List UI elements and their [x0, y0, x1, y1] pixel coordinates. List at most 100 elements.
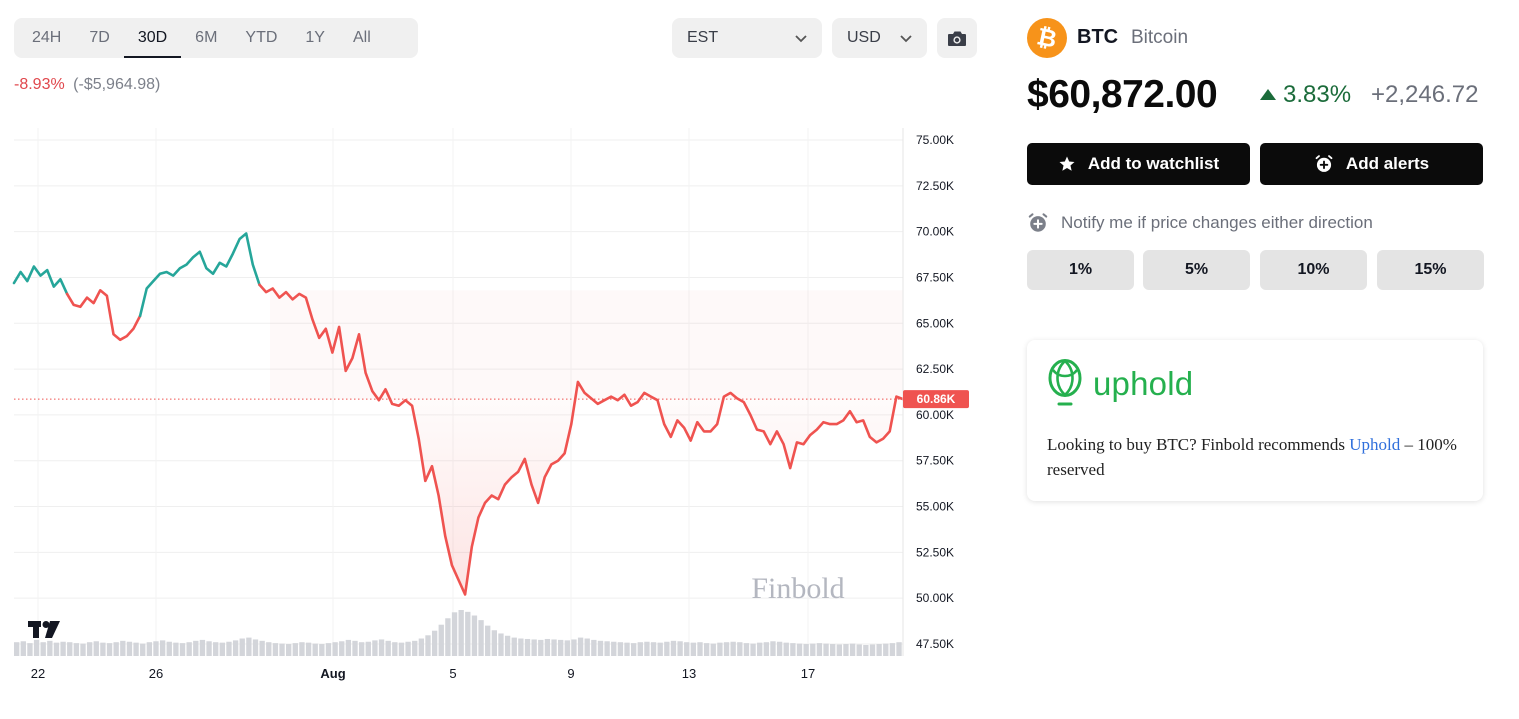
uphold-wordmark: uphold — [1093, 365, 1194, 402]
volume-bar — [571, 639, 577, 656]
volume-bar — [20, 641, 26, 656]
volume-bar — [418, 638, 425, 656]
y-tick-label: 57.50K — [916, 454, 954, 468]
volume-bar — [120, 640, 126, 656]
price-change-absolute: +2,246.72 — [1371, 81, 1479, 108]
watermark-text: Finbold — [751, 572, 844, 605]
notify-1-percent-button[interactable]: 1% — [1027, 250, 1134, 290]
volume-bar — [385, 640, 391, 656]
notify-10-percent-button[interactable]: 10% — [1260, 250, 1367, 290]
volume-bar — [431, 630, 438, 656]
price-line-segment — [65, 289, 142, 342]
volume-bar — [810, 643, 816, 656]
notify-5-percent-button[interactable]: 5% — [1143, 250, 1250, 290]
coin-name: Bitcoin — [1131, 27, 1189, 48]
y-tick-label: 75.00K — [916, 133, 954, 147]
period-change: -8.93% (-$5,964.98) — [14, 76, 160, 94]
volume-bar — [133, 642, 139, 656]
tab-1y[interactable]: 1Y — [305, 29, 325, 46]
add-alerts-button[interactable]: Add alerts — [1260, 143, 1483, 185]
notify-row: Notify me if price changes either direct… — [1027, 212, 1373, 234]
volume-bar — [743, 643, 750, 656]
volume-bar — [272, 643, 279, 656]
volume-bar — [239, 638, 245, 656]
volume-bar — [378, 639, 385, 656]
price-chart[interactable]: 75.00K 72.50K 70.00K 67.50K 65.00K 62.50K 60.0… — [0, 120, 1000, 700]
volume-bar — [703, 643, 710, 656]
volume-bar — [286, 644, 292, 656]
volume-bar — [604, 641, 610, 656]
price-badge-bg — [903, 390, 969, 409]
volume-bar — [644, 641, 650, 656]
price-line-segment — [138, 232, 261, 318]
promo-text: Looking to buy BTC? Finbold recommends U… — [1047, 432, 1467, 482]
volume-bar — [358, 642, 365, 656]
current-price: $60,872.00 — [1027, 73, 1218, 116]
volume-bar — [498, 633, 504, 656]
volume-bar — [412, 640, 418, 656]
y-tick-label: 60.00K — [916, 408, 954, 422]
volume-bar — [40, 642, 46, 656]
volume-bar — [47, 640, 53, 656]
arrow-up-icon — [1260, 89, 1276, 100]
price-label-badge: 60.86K — [903, 390, 969, 409]
volume-bar — [405, 641, 411, 656]
tab-24h[interactable]: 24H — [32, 29, 62, 46]
volume-bar — [677, 641, 683, 656]
tab-all[interactable]: All — [352, 29, 371, 46]
x-tick-label: 26 — [149, 666, 163, 681]
volume-bar — [849, 643, 856, 656]
tab-30d[interactable]: 30D — [123, 18, 182, 58]
add-to-watchlist-button[interactable]: Add to watchlist — [1027, 143, 1250, 185]
volume-bar — [93, 641, 99, 656]
y-tick-label: 50.00K — [916, 591, 954, 605]
volume-bar — [478, 620, 484, 656]
currency-dropdown[interactable]: USD — [832, 18, 927, 58]
volume-bar — [630, 643, 637, 656]
price-line-segment — [258, 283, 905, 596]
tab-ytd[interactable]: YTD — [245, 29, 278, 46]
volume-bar — [684, 642, 690, 656]
uphold-logo[interactable]: uphold — [1047, 358, 1193, 410]
volume-bar — [518, 638, 524, 656]
volume-bar — [193, 640, 199, 656]
notify-15-percent-button[interactable]: 15% — [1377, 250, 1484, 290]
volume-bar — [226, 641, 232, 656]
x-tick-label: 13 — [682, 666, 696, 681]
screenshot-button[interactable] — [937, 18, 977, 58]
tab-7d[interactable]: 7D — [89, 29, 110, 46]
volume-bar — [451, 612, 458, 656]
price-line-segment — [12, 265, 69, 296]
volume-bar — [843, 644, 849, 656]
volume-bar — [106, 643, 113, 656]
volume-bar — [179, 643, 186, 656]
bitcoin-logo-icon: ₿ — [1027, 18, 1067, 58]
volume-bar — [206, 641, 212, 656]
volume-bar — [14, 642, 20, 656]
volume-bar — [776, 641, 783, 656]
volume-bar — [737, 642, 743, 656]
volume-bar — [650, 642, 657, 656]
volume-bar — [100, 642, 106, 656]
volume-bar — [33, 639, 40, 656]
volume-bar — [770, 641, 776, 656]
volume-bar — [445, 618, 451, 656]
x-tick-label: 17 — [801, 666, 815, 681]
uphold-leaf-icon — [1048, 359, 1082, 406]
camera-icon — [948, 31, 966, 46]
volume-bar — [690, 642, 697, 656]
volume-bar — [558, 639, 564, 656]
volume-bar — [159, 640, 166, 656]
uphold-link[interactable]: Uphold — [1349, 435, 1401, 454]
volume-bar — [856, 644, 862, 656]
volume-bar — [140, 643, 146, 656]
timezone-dropdown[interactable]: EST — [672, 18, 822, 58]
volume-bar — [504, 635, 511, 656]
tab-6m[interactable]: 6M — [195, 29, 218, 46]
volume-bar — [896, 642, 902, 656]
volume-bar — [697, 642, 703, 656]
timezone-value: EST — [687, 29, 719, 46]
volume-bar — [465, 611, 471, 656]
watchlist-label: Add to watchlist — [1087, 154, 1220, 173]
y-tick-label: 55.00K — [916, 500, 954, 514]
